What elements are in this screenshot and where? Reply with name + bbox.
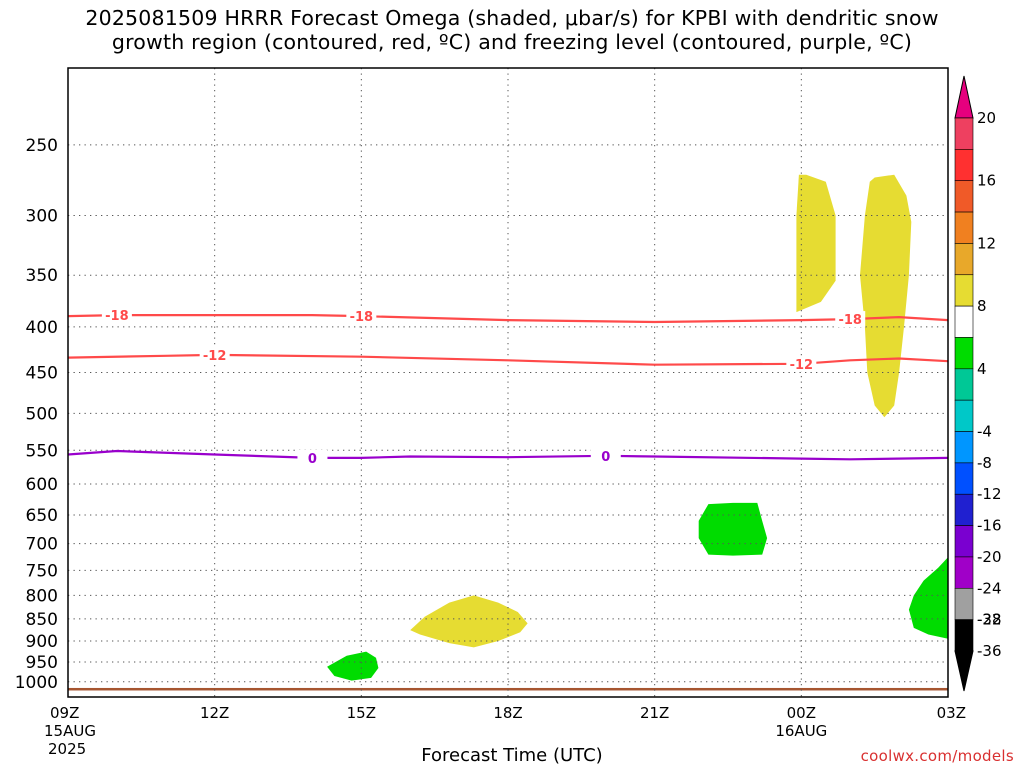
colorbar-label-2: 16 — [977, 172, 996, 190]
y-tick-label-550: 550 — [26, 441, 58, 461]
y-tick-label-600: 600 — [26, 475, 58, 495]
y-tick-label-700: 700 — [26, 535, 58, 555]
omega-region-3 — [410, 595, 528, 648]
colorbar-label-7: -8 — [977, 454, 992, 472]
x-tick-label-09Z: 09Z — [50, 704, 79, 722]
colorbar-label-12: -28 — [977, 611, 1002, 629]
y-tick-label-1000: 1000 — [15, 673, 58, 693]
x-tick-label-03Z: 03Z — [937, 704, 966, 722]
colorbar-bin-11 — [954, 431, 974, 464]
colorbar-bin-6 — [954, 274, 974, 307]
chart-title-line-2: growth region (contoured, red, ºC) and f… — [111, 30, 913, 54]
y-tick-label-650: 650 — [26, 506, 58, 526]
y-tick-label-350: 350 — [26, 266, 58, 286]
contour-label-2-2: -12 — [790, 358, 814, 373]
plot-border — [67, 67, 949, 698]
colorbar-bin-16 — [954, 587, 974, 620]
colorbar-bin-14 — [954, 525, 974, 558]
contour-label-3-1: 0 — [308, 452, 317, 467]
colorbar-label-8: -12 — [977, 485, 1002, 503]
contour-label-bg-3-1 — [297, 449, 328, 466]
y-tick-label-250: 250 — [26, 136, 58, 156]
omega-region-1 — [796, 174, 836, 313]
x-axis-title: Forecast Time (UTC) — [421, 745, 603, 766]
contour-label-1-2: -18 — [350, 310, 374, 325]
omega-region-6 — [327, 651, 379, 681]
surface-terrain — [68, 687, 948, 691]
contour-label-2-1: -12 — [203, 349, 227, 364]
y-axis-tick-labels: 2503003504004505005506006507007508008509… — [15, 136, 58, 693]
colorbar-label-4: 8 — [977, 297, 987, 315]
temperature-contours: -18 -18 -18 -12 -12 0 0 — [67, 307, 949, 467]
colorbar-bin-13 — [954, 493, 974, 526]
colorbar-bin-4 — [954, 211, 974, 244]
y-tick-label-800: 800 — [26, 586, 58, 606]
colorbar-bin-5 — [954, 243, 974, 276]
colorbar-label-10: -20 — [977, 548, 1002, 566]
y-tick-label-450: 450 — [26, 364, 58, 384]
contour-dendritic-2 — [67, 353, 949, 366]
chart-title: 2025081509 HRRR Forecast Omega (shaded, … — [0, 6, 1024, 54]
x-tick-date-09Z: 15AUG — [44, 722, 96, 740]
colorbar-label-1: 20 — [977, 109, 996, 127]
y-tick-label-850: 850 — [26, 610, 58, 630]
omega-colorbar: 20 16 12 8 4 -4 -8 -12 -16 -20 -24 -28-32 -36 — [954, 75, 1002, 692]
contour-label-bg-2-1 — [199, 346, 230, 363]
x-tick-year-09Z: 2025 — [48, 740, 86, 758]
y-tick-label-900: 900 — [26, 632, 58, 652]
contour-freezing-3 — [67, 449, 949, 461]
omega-region-4 — [698, 502, 768, 556]
chart-title-line-1: 2025081509 HRRR Forecast Omega (shaded, … — [85, 6, 939, 30]
contour-label-bg-1-2 — [346, 308, 377, 325]
x-tick-label-15Z: 15Z — [347, 704, 376, 722]
x-tick-date-00Z: 16AUG — [775, 722, 827, 740]
omega-region-2 — [860, 174, 912, 418]
x-tick-label-00Z: 00Z — [787, 704, 816, 722]
y-tick-label-300: 300 — [26, 206, 58, 226]
x-tick-label-12Z: 12Z — [200, 704, 229, 722]
x-tick-label-18Z: 18Z — [493, 704, 522, 722]
contour-label-1-3: -18 — [838, 313, 862, 328]
y-tick-label-400: 400 — [26, 318, 58, 338]
plot-frame — [67, 67, 949, 698]
surface-bar — [68, 687, 948, 691]
colorbar-bin-8 — [954, 337, 974, 370]
colorbar-bin-1 — [954, 117, 974, 150]
contour-label-bg-1-3 — [835, 311, 866, 328]
colorbar-label-11: -24 — [977, 579, 1002, 597]
colorbar-label-3: 12 — [977, 234, 996, 252]
colorbar-top-arrow — [954, 75, 974, 119]
grid-lines — [67, 68, 949, 697]
colorbar-bin-15 — [954, 556, 974, 589]
colorbar-label-13: -32 — [977, 611, 1002, 629]
colorbar-bin-7 — [954, 305, 974, 338]
colorbar-bin-12 — [954, 462, 974, 495]
colorbar-bin-3 — [954, 180, 974, 213]
contour-label-3-2: 0 — [601, 450, 610, 465]
colorbar-bin-17 — [954, 619, 974, 652]
y-tick-label-750: 750 — [26, 561, 58, 581]
omega-region-5 — [908, 557, 948, 639]
colorbar-bin-9 — [954, 368, 974, 401]
colorbar-bottom-arrow — [954, 650, 974, 692]
contour-label-bg-1-1 — [101, 307, 132, 324]
y-tick-label-500: 500 — [26, 404, 58, 424]
contour-label-bg-3-2 — [590, 447, 621, 464]
contour-label-bg-2-2 — [786, 355, 817, 372]
contour-dendritic-1 — [67, 314, 949, 324]
colorbar-label-5: 4 — [977, 360, 987, 378]
colorbar-bin-2 — [954, 149, 974, 182]
y-tick-label-950: 950 — [26, 653, 58, 673]
x-tick-label-21Z: 21Z — [640, 704, 669, 722]
credit-link[interactable]: coolwx.com/models — [860, 747, 1014, 765]
colorbar-bin-10 — [954, 399, 974, 432]
colorbar-label-9: -16 — [977, 517, 1002, 535]
contour-label-1-1: -18 — [105, 309, 129, 324]
colorbar-label-14: -36 — [977, 642, 1002, 660]
colorbar-label-6: -4 — [977, 423, 992, 441]
omega-shaded-regions — [327, 174, 948, 681]
